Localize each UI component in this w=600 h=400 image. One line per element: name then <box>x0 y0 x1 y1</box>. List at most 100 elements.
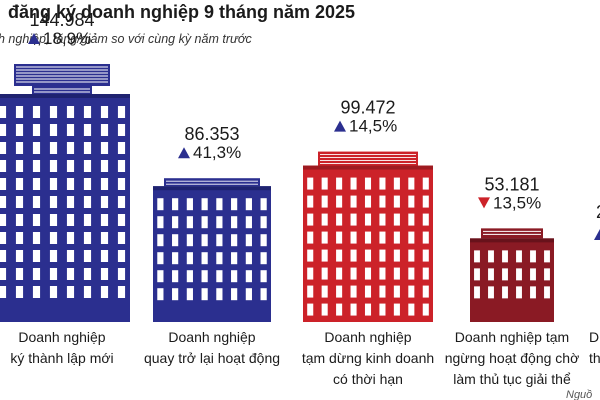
bar-3-window <box>408 213 415 226</box>
bar-1-window <box>32 232 41 244</box>
bar-4-window <box>502 286 508 299</box>
bar-1-window <box>15 124 24 136</box>
bar-1-window <box>117 268 126 280</box>
bar-4-window <box>544 250 550 263</box>
bar-2-window <box>186 270 193 283</box>
bar-4-window <box>474 250 480 263</box>
bar-2-cap <box>153 186 271 191</box>
bar-1-window <box>15 232 24 244</box>
bar-2-window <box>216 216 223 229</box>
bar-3-window <box>364 303 372 316</box>
bar-2-window <box>201 234 208 247</box>
bar-1-window <box>83 232 92 244</box>
bar-3-window <box>393 303 400 316</box>
bar-4-window <box>488 286 494 299</box>
bar-3-window <box>350 285 357 298</box>
bar-2-window <box>172 270 179 283</box>
bar-3-window <box>393 249 400 262</box>
bar-4-window <box>530 286 536 299</box>
bar-4-window <box>516 250 522 263</box>
bar-1-window <box>32 160 41 172</box>
bar-1-window <box>66 142 75 154</box>
bar-2-up-arrow-icon <box>178 147 190 159</box>
bar-4-cap <box>470 238 554 243</box>
bar-1-window <box>32 196 41 208</box>
bar-1-window <box>49 178 58 190</box>
bar-3-window <box>379 303 386 316</box>
bar-1-window <box>0 268 7 280</box>
bar-3-window <box>393 231 400 244</box>
bar-3-value-label: 99.472 <box>340 98 395 118</box>
bar-2-window <box>157 198 164 211</box>
bar-3-window <box>408 267 415 280</box>
bar-1-window <box>100 232 109 244</box>
bar-1-window <box>15 268 24 280</box>
bar-3-window <box>364 213 372 226</box>
category-label-2: Doanh nghiệp <box>168 329 255 345</box>
bar-4-value-label: 53.181 <box>484 174 539 194</box>
bar-2-window <box>157 234 164 247</box>
bar-3-window <box>408 249 415 262</box>
bar-3-window <box>336 303 343 316</box>
bar-2-window <box>172 198 179 211</box>
bar-4-window <box>516 268 522 281</box>
bar-1-window <box>32 142 41 154</box>
bar-1-window <box>49 142 58 154</box>
bar-4-window <box>502 250 508 263</box>
bar-3-window <box>307 231 314 244</box>
bar-1-window <box>49 268 58 280</box>
bar-3-window <box>321 303 328 316</box>
bar-2-window <box>201 270 208 283</box>
bar-3-window <box>307 303 314 316</box>
category-label-1: Doanh nghiệp <box>18 329 105 345</box>
category-label-4: làm thủ tục giải thể <box>453 371 571 387</box>
bar-1-window <box>83 160 92 172</box>
bar-1-window <box>100 160 109 172</box>
bar-3-window <box>350 249 357 262</box>
bar-1-window <box>0 106 7 118</box>
bar-3-window <box>379 249 386 262</box>
bar-4-window <box>516 286 522 299</box>
category-label-4: Doanh nghiệp tạm <box>455 329 569 345</box>
bar-1-window <box>0 232 7 244</box>
bar-3-window <box>321 285 328 298</box>
bar-1-window <box>117 196 126 208</box>
bar-3-window <box>307 177 314 190</box>
bar-2-window <box>201 216 208 229</box>
bar-1-window <box>100 124 109 136</box>
bar-2-window <box>231 198 238 211</box>
bar-3-window <box>336 195 343 208</box>
bar-3-window <box>336 177 343 190</box>
bar-1-window <box>117 178 126 190</box>
bar-3-window <box>379 285 386 298</box>
category-label-5: th <box>589 350 600 366</box>
bar-3-change-label: 14,5% <box>349 117 397 136</box>
bar-3-window <box>336 249 343 262</box>
bar-2-window <box>201 288 208 301</box>
bar-3-window <box>364 285 372 298</box>
bar-3-window <box>422 195 429 208</box>
bar-1-window <box>117 124 126 136</box>
bar-4-window <box>502 268 508 281</box>
bar-2-window <box>245 234 252 247</box>
bar-1-window <box>0 286 7 298</box>
category-label-5: D <box>589 329 599 345</box>
bar-4-window <box>544 286 550 299</box>
category-label-3: Doanh nghiệp <box>324 329 411 345</box>
bar-3-window <box>379 267 386 280</box>
bar-2-window <box>245 252 252 265</box>
chart-subtitle: h nghiệp, tăng/giảm so với cùng kỳ năm t… <box>0 32 252 46</box>
bar-2-window <box>186 234 193 247</box>
bar-2-window <box>186 216 193 229</box>
source-note: Nguồ <box>566 389 592 400</box>
bar-3-window <box>364 195 372 208</box>
bar-1-window <box>49 232 58 244</box>
bar-4-window <box>530 250 536 263</box>
bar-1-window <box>66 250 75 262</box>
bar-1-tier-2 <box>14 64 110 86</box>
bar-1-window <box>117 106 126 118</box>
bar-1-window <box>15 106 24 118</box>
bar-1-window <box>0 160 7 172</box>
